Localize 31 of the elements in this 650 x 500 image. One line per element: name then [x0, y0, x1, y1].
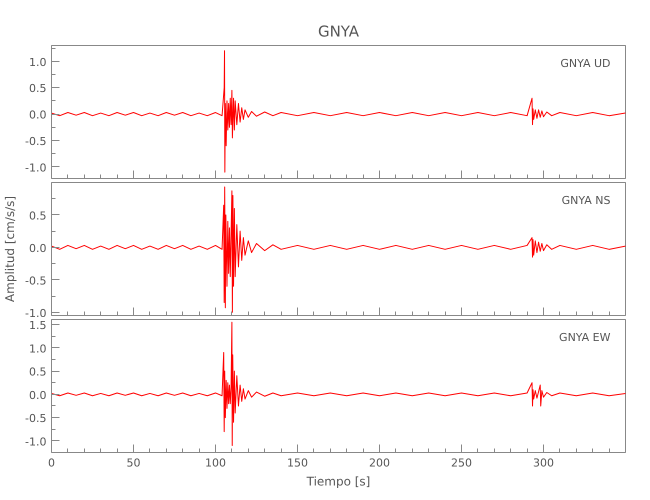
y-tick-label: -1.0 [25, 306, 47, 320]
y-tick-label: 0.5 [29, 366, 47, 379]
y-tick-label: -1.0 [25, 435, 47, 448]
x-tick-label: 100 [205, 456, 226, 470]
x-tick-label: 300 [533, 456, 554, 470]
x-tick-label: 200 [369, 456, 390, 470]
y-tick-label: 1.0 [29, 56, 47, 69]
text: GNYA EW [559, 331, 611, 344]
y-tick-label: 0.0 [29, 242, 47, 255]
x-tick-label: 50 [126, 456, 140, 470]
y-axis-title: Amplitud [cm/s/s] [3, 196, 18, 302]
x-tick-label: 150 [287, 456, 308, 470]
y-tick-label: 0.0 [29, 108, 47, 122]
y-tick-label: 0.0 [29, 388, 47, 402]
line-series [52, 186, 626, 313]
y-tick-label: 1.5 [29, 319, 47, 332]
x-tick-label: 0 [48, 456, 55, 470]
text: GNYA NS [562, 194, 611, 207]
line-series [52, 322, 626, 446]
y-tick-label: 0.5 [29, 82, 47, 96]
x-tick-label: 250 [451, 456, 472, 470]
x-axis-title: Tiempo [s] [306, 474, 370, 488]
text: GNYA UD [560, 57, 611, 70]
y-tick-label: -0.5 [25, 274, 47, 288]
y-tick-label: -0.5 [25, 135, 47, 148]
y-tick-label: -1.0 [25, 161, 47, 174]
y-tick-label: -0.5 [25, 412, 47, 426]
line-series [52, 50, 626, 173]
y-tick-label: 1.0 [29, 342, 47, 356]
chart-title: GNYA [318, 22, 360, 40]
y-tick-label: 0.5 [29, 209, 47, 222]
